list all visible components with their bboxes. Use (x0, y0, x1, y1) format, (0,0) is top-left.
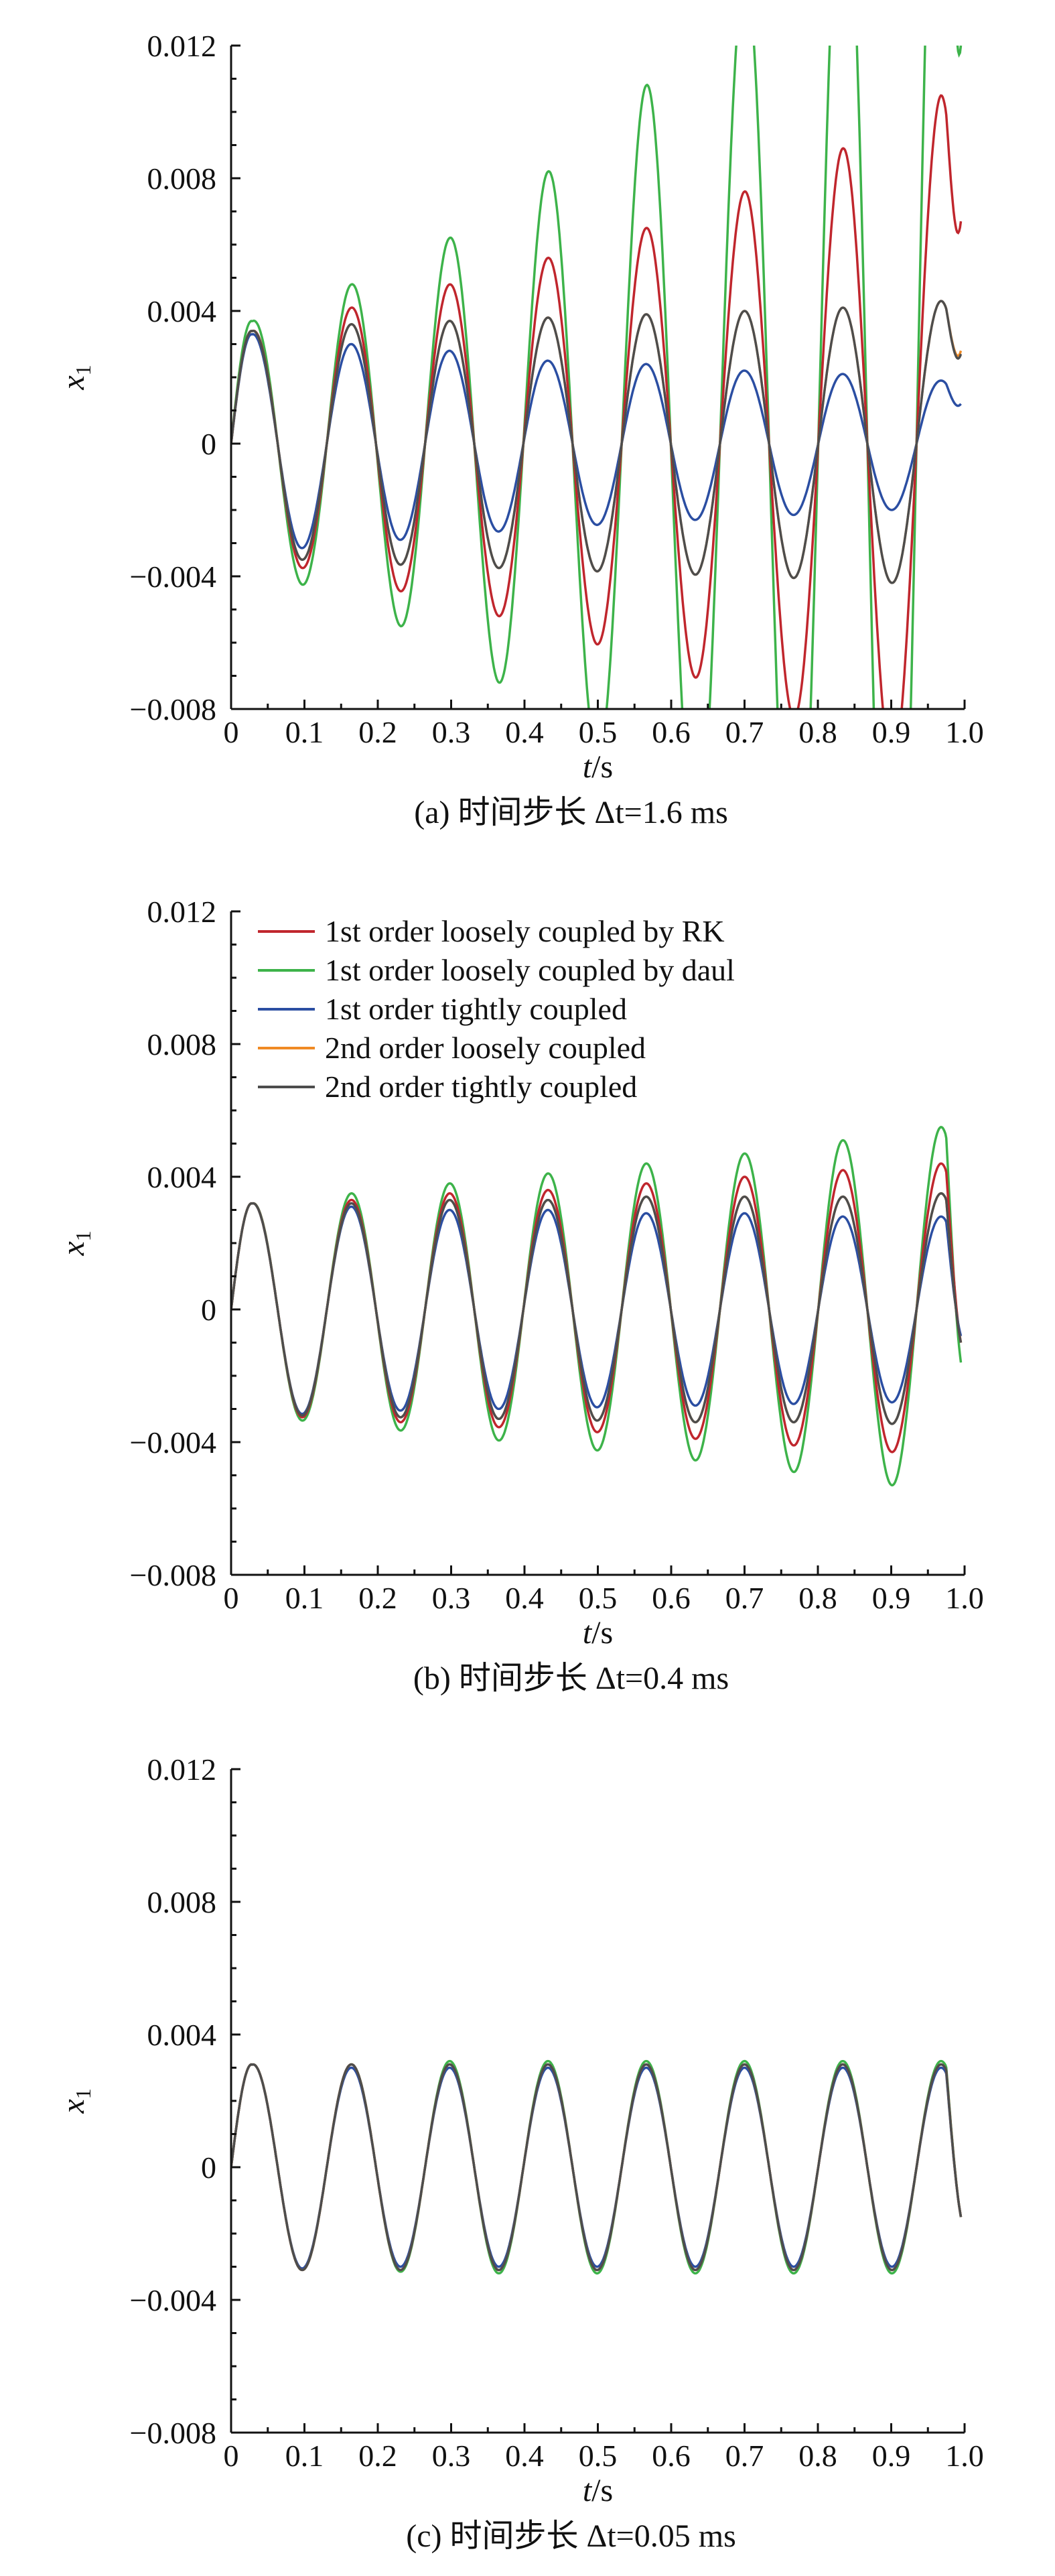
y-tick-label: 0.008 (147, 1885, 217, 1919)
x-tick-label: 0.8 (798, 715, 837, 749)
y-tick-label: −0.008 (130, 2416, 216, 2450)
y-tick-label: −0.008 (130, 1558, 216, 1592)
x-tick-label: 0 (224, 1581, 239, 1615)
y-tick-label: −0.004 (130, 1425, 216, 1460)
y-tick-label: 0 (201, 1293, 216, 1327)
series-group (231, 46, 963, 709)
x-tick-label: 0.9 (872, 1581, 911, 1615)
panel-c: 0 0.1 0.2 0.3 0.4 0.5 0.6 0.7 0.8 0.9 1.0 0.012 0.00… (56, 1752, 984, 2554)
x-tick-label: 0.8 (798, 2439, 837, 2473)
x-tick-label: 0.4 (505, 1581, 544, 1615)
x-tick-label: 0.1 (285, 2439, 324, 2473)
y-axis-label: x1 (56, 2088, 95, 2114)
y-tick-label: 0 (201, 427, 216, 461)
x-tick-label: 0.7 (725, 2439, 764, 2473)
x-tick-label: 0.6 (652, 715, 691, 749)
x-tick-label: 1.0 (945, 1581, 984, 1615)
x-axis-label: t/s (583, 2473, 613, 2508)
x-axis-label: t/s (583, 749, 613, 785)
x-tick-label: 0.2 (358, 715, 397, 749)
x-tick-label: 0.5 (579, 1581, 618, 1615)
y-axis-label: x1 (56, 365, 95, 390)
series-line (231, 1162, 963, 1454)
y-tick-label: 0.012 (147, 895, 217, 929)
panel-b: 0 0.1 0.2 0.3 0.4 0.5 0.6 0.7 0.8 0.9 1.0 0.012 0.00… (56, 895, 984, 1696)
legend: 1st order loosely coupled by RK 1st order… (258, 914, 735, 1104)
series-line (231, 300, 963, 584)
x-tick-label: 0.1 (285, 1581, 324, 1615)
x-tick-label: 0.6 (652, 2439, 691, 2473)
panel-caption: (c) 时间步长 Δt=0.05 ms (406, 2518, 736, 2554)
x-tick-label: 0.2 (358, 2439, 397, 2473)
y-tick-label: 0.004 (147, 2018, 217, 2052)
y-tick-label: −0.004 (130, 560, 216, 594)
x-tick-label: 1.0 (945, 715, 984, 749)
x-tick-label: 0.7 (725, 715, 764, 749)
x-tick-label: 0.5 (579, 2439, 618, 2473)
x-tick-label: 1.0 (945, 2439, 984, 2473)
x-axis-label: t/s (583, 1615, 613, 1651)
series-line (231, 46, 963, 709)
x-tick-label: 0.8 (798, 1581, 837, 1615)
y-tick-label: 0.004 (147, 294, 217, 328)
y-tick-label: −0.004 (130, 2283, 216, 2317)
x-tick-label: 0.6 (652, 1581, 691, 1615)
y-axis-label: x1 (56, 1230, 95, 1256)
legend-entry: 1st order loosely coupled by RK (325, 914, 725, 948)
y-tick-label: 0.012 (147, 29, 217, 63)
x-tick-label: 0.5 (579, 715, 618, 749)
y-tick-label: 0.008 (147, 1027, 217, 1061)
x-tick-label: 0 (224, 715, 239, 749)
legend-entry: 2nd order tightly coupled (325, 1070, 637, 1104)
x-tick-label: 0.3 (432, 2439, 471, 2473)
legend-entry: 1st order loosely coupled by daul (325, 953, 735, 987)
x-tick-label: 0.4 (505, 2439, 544, 2473)
panel-caption: (a) 时间步长 Δt=1.6 ms (414, 795, 728, 830)
series-group (231, 2059, 963, 2275)
x-tick-label: 0.7 (725, 1581, 764, 1615)
x-tick-label: 0 (224, 2439, 239, 2473)
series-line (231, 332, 962, 550)
panel-caption: (b) 时间步长 Δt=0.4 ms (413, 1661, 729, 1696)
series-line (231, 1192, 963, 1425)
x-tick-label: 0.3 (432, 1581, 471, 1615)
x-tick-label: 0.9 (872, 715, 911, 749)
series-line (231, 2063, 963, 2272)
series-line (231, 1202, 963, 1415)
series-line (231, 94, 963, 709)
y-tick-label: 0.008 (147, 162, 217, 196)
x-tick-label: 0.1 (285, 715, 324, 749)
series-group (231, 1125, 963, 1487)
legend-entry: 2nd order loosely coupled (325, 1031, 646, 1065)
x-tick-label: 0.3 (432, 715, 471, 749)
y-tick-label: 0.012 (147, 1752, 217, 1787)
y-tick-label: 0.004 (147, 1160, 217, 1194)
y-tick-label: −0.008 (130, 692, 216, 726)
y-tick-label: 0 (201, 2150, 216, 2185)
x-tick-label: 0.4 (505, 715, 544, 749)
x-tick-label: 0.2 (358, 1581, 397, 1615)
series-line (231, 2063, 963, 2270)
panel-a: 0 0.1 0.2 0.3 0.4 0.5 0.6 0.7 0.8 0.9 1.0 0.012 0.00… (56, 29, 984, 830)
series-line (231, 1125, 963, 1487)
legend-entry: 1st order tightly coupled (325, 992, 627, 1026)
x-tick-label: 0.9 (872, 2439, 911, 2473)
